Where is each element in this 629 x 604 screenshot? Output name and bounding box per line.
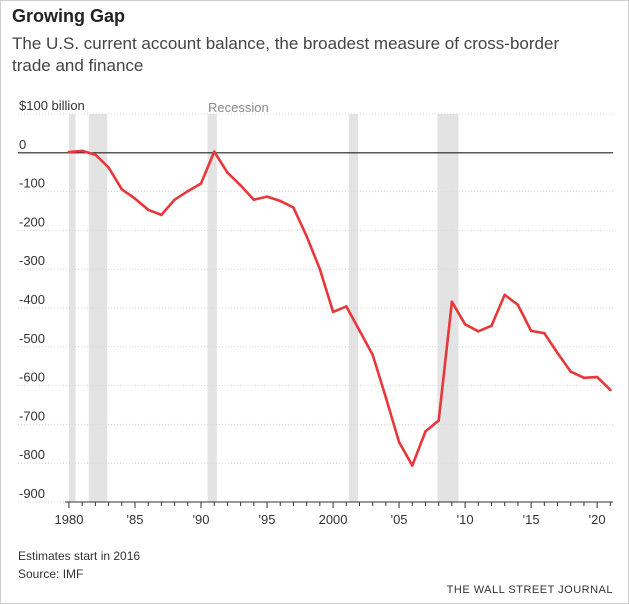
x-tick-label: 2000 — [319, 512, 348, 527]
data-point — [516, 303, 520, 307]
estimates-note: Estimates start in 2016 — [18, 549, 141, 563]
y-tick-label: -100 — [19, 176, 45, 191]
data-point — [173, 198, 176, 202]
data-point — [529, 329, 533, 333]
data-point — [463, 322, 467, 326]
data-point — [80, 149, 84, 153]
data-point — [569, 370, 573, 373]
gridlines — [18, 113, 613, 503]
source-note: Source: IMF — [18, 567, 84, 581]
y-axis-labels: $100 billion 0 -100 -200 -300 -400 -500 -600 -70… — [19, 98, 85, 501]
data-point — [186, 189, 190, 193]
data-point — [437, 419, 440, 422]
line-chart: $100 billion 0 -100 -200 -300 -400 -500 -600 -70… — [18, 98, 613, 527]
recession-band-3 — [348, 114, 359, 502]
y-tick-label: -700 — [19, 408, 45, 423]
data-point — [305, 234, 308, 238]
data-point — [450, 300, 454, 304]
recession-band-1 — [88, 114, 108, 502]
y-tick-label: -200 — [19, 214, 45, 229]
data-point — [226, 171, 229, 174]
data-point — [107, 166, 110, 169]
data-point — [318, 267, 322, 271]
data-point — [424, 430, 427, 433]
data-point — [94, 153, 97, 157]
data-point — [252, 198, 256, 202]
y-tick-label: -800 — [19, 447, 45, 462]
data-point — [490, 324, 493, 328]
data-point — [595, 375, 599, 379]
data-point — [344, 305, 348, 308]
data-point — [160, 213, 163, 217]
recession-label: Recession — [208, 100, 269, 115]
data-point — [239, 184, 242, 187]
chart-subtitle: The U.S. current account balance, the br… — [12, 34, 560, 75]
data-point — [67, 150, 71, 154]
publisher-credit: THE WALL STREET JOURNAL — [446, 584, 613, 596]
x-tick-label: '85 — [127, 512, 144, 527]
series-layer — [67, 149, 612, 467]
data-point — [410, 464, 414, 467]
data-point — [556, 351, 559, 355]
x-axis-labels: 1980 '85 '90 '95 2000 '05 '10 '15 '20 — [55, 501, 613, 527]
x-tick-label: '05 — [391, 512, 408, 527]
y-tick-label: -300 — [19, 253, 45, 268]
data-point — [371, 353, 374, 357]
data-point — [358, 329, 361, 332]
data-point — [477, 329, 480, 333]
chart-title: Growing Gap — [12, 6, 126, 26]
y-tick-label: -900 — [19, 486, 45, 501]
x-tick-label: '20 — [589, 512, 606, 527]
data-point — [292, 206, 295, 209]
data-point — [146, 208, 150, 212]
y-tick-label: -500 — [19, 331, 45, 346]
data-point — [265, 195, 269, 198]
data-point — [384, 396, 388, 399]
data-point — [609, 388, 612, 392]
y-tick-label: $100 billion — [19, 98, 85, 113]
x-tick-label: '15 — [523, 512, 540, 527]
x-tick-label: '95 — [259, 512, 276, 527]
data-point — [397, 440, 401, 444]
y-tick-label: 0 — [19, 137, 26, 152]
data-point — [120, 187, 124, 191]
data-point — [543, 331, 546, 335]
x-tick-label: '90 — [193, 512, 210, 527]
y-tick-label: -400 — [19, 292, 45, 307]
data-point — [133, 197, 137, 200]
data-point — [582, 376, 586, 380]
recession-band-2 — [207, 114, 217, 502]
data-point — [331, 310, 335, 314]
data-point — [503, 293, 507, 297]
x-tick-label: '10 — [457, 512, 474, 527]
x-tick-label: 1980 — [55, 512, 84, 527]
data-point — [199, 182, 203, 185]
data-point — [212, 150, 216, 153]
series-line-0 — [67, 149, 612, 467]
y-tick-label: -600 — [19, 370, 45, 385]
data-point — [278, 199, 282, 203]
